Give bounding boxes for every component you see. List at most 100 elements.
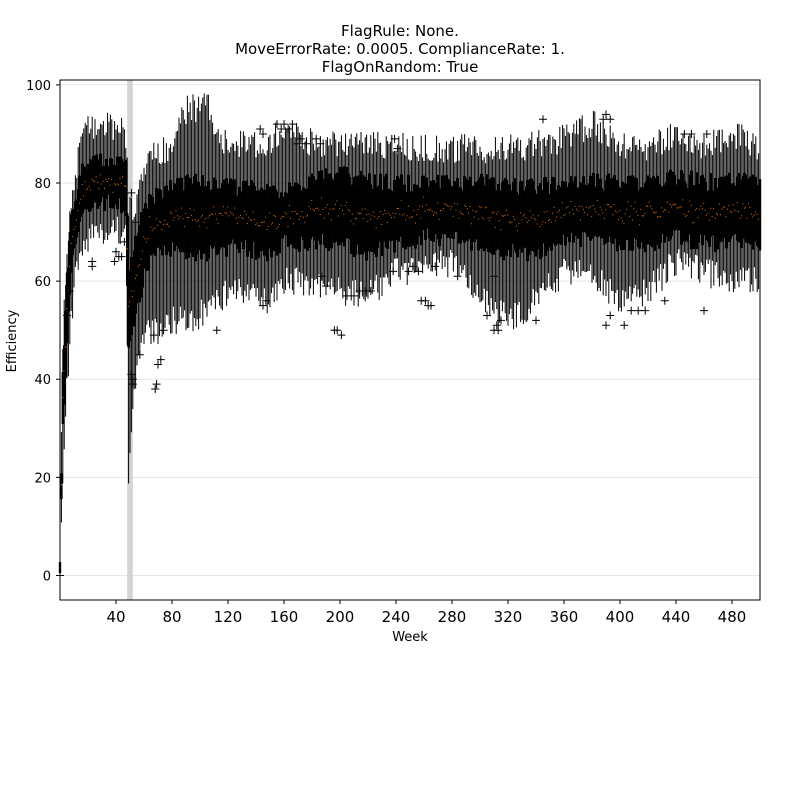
chart-title-line-1: FlagRule: None.: [341, 22, 459, 40]
outlier-marker: [296, 134, 305, 143]
outlier-marker: [494, 326, 503, 335]
outlier-marker: [532, 316, 540, 325]
outlier-marker: [606, 311, 615, 320]
box-glyph: [127, 215, 130, 484]
outlier-marker: [294, 139, 302, 148]
box-glyph: [161, 162, 164, 337]
outlier-marker: [641, 306, 650, 315]
outlier-marker: [492, 321, 501, 330]
outlier-marker: [700, 306, 708, 315]
outlier-marker: [152, 380, 161, 389]
outlier-marker: [151, 385, 160, 394]
outlier-marker: [393, 144, 402, 153]
outlier-marker: [620, 321, 629, 330]
box-glyph: [158, 162, 161, 337]
outlier-marker: [302, 139, 311, 148]
x-tick-label: 80: [162, 608, 181, 626]
x-tick-label: 400: [606, 608, 635, 626]
y-tick-label: 100: [26, 79, 51, 94]
outlier-marker: [390, 134, 399, 143]
outlier-marker: [660, 296, 669, 305]
x-tick-label: 160: [270, 608, 299, 626]
box-glyph: [60, 432, 63, 523]
outlier-marker: [65, 286, 74, 295]
outlier-marker: [312, 134, 321, 143]
outlier-marker: [156, 355, 165, 364]
x-tick-label: 440: [662, 608, 691, 626]
box-body: [64, 310, 67, 378]
outlier-marker: [63, 311, 71, 320]
outlier-marker: [317, 272, 326, 281]
outlier-marker: [259, 129, 267, 138]
outlier-marker: [389, 267, 398, 276]
outlier-marker: [277, 125, 286, 134]
outlier-marker: [149, 331, 158, 340]
outlier-marker: [88, 262, 97, 271]
box-glyph: [126, 157, 129, 346]
x-tick-label: 320: [494, 608, 523, 626]
outlier-marker: [322, 282, 330, 291]
outlier-marker: [316, 139, 325, 148]
x-axis-ticks: 40 80 120 160 200 240 280 320 360 400 440 480: [106, 600, 746, 626]
outlier-marker: [135, 350, 144, 359]
box-glyph: [64, 285, 67, 417]
outlier-marker: [259, 301, 267, 310]
outlier-marker: [128, 375, 137, 384]
outlier-marker: [284, 125, 293, 134]
y-axis-label: Efficiency: [5, 309, 20, 372]
outlier-marker: [133, 218, 141, 227]
box-glyph: [170, 151, 174, 334]
outlier-marker: [120, 237, 129, 246]
y-tick-label: 60: [34, 275, 51, 290]
outlier-marker: [337, 331, 346, 340]
outlier-marker: [687, 129, 696, 138]
outlier-marker: [343, 291, 351, 300]
outlier-marker: [602, 321, 610, 330]
box-glyph: [124, 147, 127, 225]
outlier-marker: [333, 326, 342, 335]
outlier-marker: [490, 272, 498, 281]
x-tick-label: 120: [214, 608, 243, 626]
outlier-marker: [599, 115, 608, 124]
x-tick-label: 280: [438, 608, 467, 626]
x-tick-label: 240: [382, 608, 411, 626]
y-axis-ticks: 0 20 40 60 80 100: [26, 79, 60, 584]
outlier-marker: [350, 291, 358, 300]
x-tick-label: 360: [550, 608, 579, 626]
y-tick-label: 40: [34, 373, 51, 388]
y-tick-label: 20: [34, 471, 51, 486]
outlier-marker: [112, 247, 120, 256]
outlier-marker: [408, 262, 417, 271]
outlier-marker: [288, 120, 297, 129]
outlier-marker: [117, 252, 126, 261]
outlier-marker: [634, 306, 643, 315]
outlier-layer: [56, 110, 711, 580]
outlier-marker: [273, 120, 281, 129]
y-tick-label: 0: [43, 569, 51, 584]
outlier-marker: [606, 115, 615, 124]
outlier-marker: [404, 267, 413, 276]
outlier-marker: [702, 129, 711, 138]
outlier-marker: [453, 272, 462, 281]
outlier-marker: [421, 296, 430, 305]
outlier-marker: [366, 286, 375, 295]
y-tick-label: 80: [34, 177, 51, 192]
box-body: [60, 473, 63, 499]
x-tick-label: 480: [718, 608, 747, 626]
outlier-marker: [127, 188, 136, 197]
outlier-marker: [431, 262, 440, 271]
outlier-marker: [427, 301, 435, 310]
outlier-marker: [127, 370, 136, 379]
outlier-marker: [280, 120, 288, 129]
outlier-marker: [602, 110, 610, 119]
outlier-marker: [627, 306, 636, 315]
chart-title-line-3: FlagOnRandom: True: [321, 58, 479, 76]
box-layer: [58, 93, 762, 573]
plot-frame: [59, 79, 761, 601]
outlier-marker: [539, 115, 547, 124]
chart-title-line-2: MoveErrorRate: 0.0005. ComplianceRate: 1…: [235, 40, 565, 58]
x-tick-label: 200: [326, 608, 355, 626]
outlier-marker: [256, 125, 265, 134]
x-tick-label: 40: [106, 608, 125, 626]
